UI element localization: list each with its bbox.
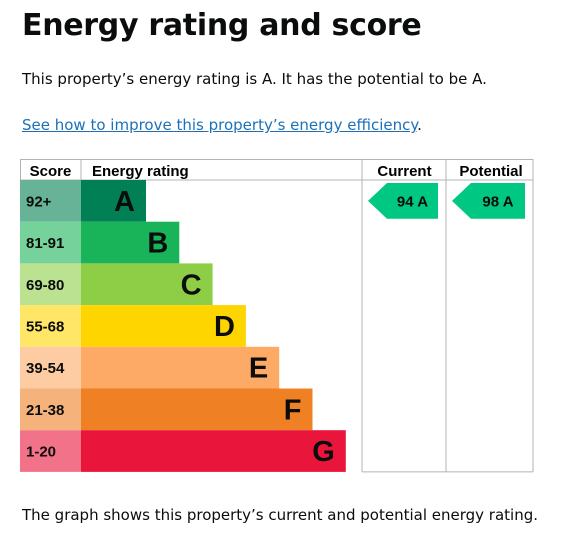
band-b: 81-91 B: [20, 221, 180, 264]
rating-bar-f: [81, 388, 313, 431]
band-g: 1-20 G: [20, 430, 346, 472]
header-current: Current: [377, 163, 431, 180]
current-rating-label: 94 A: [397, 193, 428, 210]
improve-paragraph: See how to improve this property’s energ…: [22, 115, 422, 135]
rating-letter-a: A: [114, 186, 135, 218]
potential-rating: 98 A: [452, 183, 525, 219]
rating-bar-g: [81, 430, 346, 472]
score-range-a: 92+: [26, 193, 52, 210]
score-cell-c: [20, 263, 81, 306]
rating-bar-a: [81, 180, 146, 222]
score-range-c: 69-80: [26, 277, 64, 294]
current-rating: 94 A: [368, 183, 438, 219]
score-cell-f: [20, 388, 81, 431]
score-cell-b: [20, 221, 81, 264]
score-cell-g: [20, 430, 81, 472]
energy-rating-chart: Score Energy rating Current Potential 92…: [20, 159, 534, 473]
potential-rating-label: 98 A: [482, 193, 513, 210]
rating-letter-c: C: [181, 269, 202, 301]
rating-bands: 92+ A 81-91 B 69-80 C 55-68 D 39-54 E 21-38 F 1-20 G: [20, 180, 346, 472]
band-f: 21-38 F: [20, 388, 313, 431]
rating-bar-d: [81, 305, 246, 347]
improve-link-suffix: .: [417, 116, 422, 134]
score-cell-d: [20, 305, 81, 347]
chart-headers: Score Energy rating Current Potential: [30, 163, 523, 180]
current-rating-arrow: [368, 183, 438, 219]
improve-efficiency-link[interactable]: See how to improve this property’s energ…: [22, 116, 418, 134]
score-range-f: 21-38: [26, 402, 64, 419]
chart-caption: The graph shows this property’s current …: [22, 506, 538, 524]
header-energy-rating: Energy rating: [92, 163, 189, 180]
rating-letter-b: B: [147, 228, 168, 260]
band-e: 39-54 E: [20, 346, 280, 389]
rating-letter-f: F: [284, 394, 302, 426]
header-score: Score: [30, 163, 72, 180]
score-range-g: 1-20: [26, 444, 56, 461]
band-d: 55-68 D: [20, 305, 246, 347]
rating-bar-c: [81, 263, 213, 306]
rating-letter-g: G: [312, 436, 335, 468]
rating-letter-e: E: [249, 353, 268, 385]
rating-bar-b: [81, 221, 180, 264]
score-cell-a: [20, 180, 81, 222]
band-c: 69-80 C: [20, 263, 213, 306]
header-potential: Potential: [459, 163, 522, 180]
score-range-d: 55-68: [26, 318, 64, 335]
rating-letter-d: D: [214, 311, 235, 343]
score-range-b: 81-91: [26, 235, 64, 252]
score-range-e: 39-54: [26, 360, 65, 377]
rating-bar-e: [81, 346, 280, 389]
rating-summary: This property’s energy rating is A. It h…: [22, 70, 487, 88]
potential-rating-arrow: [452, 183, 525, 219]
score-cell-e: [20, 346, 81, 389]
page-title: Energy rating and score: [22, 8, 422, 43]
rating-indicators: 94 A 98 A: [368, 183, 525, 219]
band-a: 92+ A: [20, 180, 146, 222]
